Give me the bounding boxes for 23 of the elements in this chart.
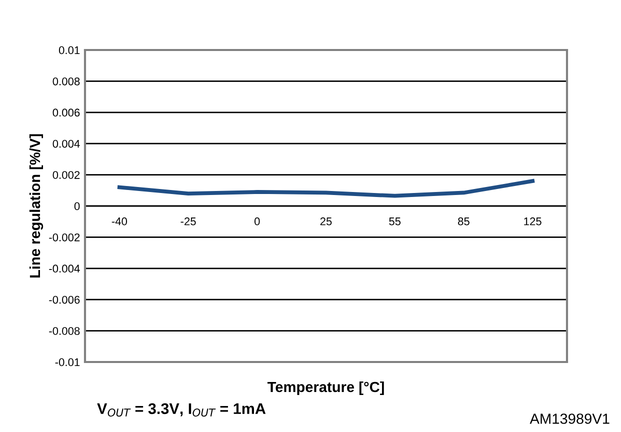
y-axis-title: Line regulation [%/V] bbox=[29, 134, 44, 278]
x-tick-label: 55 bbox=[389, 218, 401, 226]
y-tick-label: -0.01 bbox=[55, 358, 80, 366]
y-tick-label: 0 bbox=[74, 202, 80, 210]
text: V$_{OUT}$ = 3.3V, I$_{OUT}$ = 1mA bbox=[97, 403, 266, 417]
y-tick-label: 0.006 bbox=[52, 108, 80, 117]
x-tick-label: 125 bbox=[524, 217, 542, 226]
y-tick-label: -0.006 bbox=[49, 296, 80, 304]
y-tick-label: -0.004 bbox=[49, 264, 80, 273]
y-tick-label: -0.002 bbox=[49, 233, 80, 242]
x-tick-label: 0 bbox=[254, 217, 260, 226]
y-tick-label: 0.008 bbox=[52, 77, 80, 86]
y-tick-label: -0.008 bbox=[49, 327, 80, 335]
x-tick-label: -25 bbox=[180, 217, 196, 226]
x-tick-label: 25 bbox=[320, 217, 332, 226]
text: AM13989V1 bbox=[530, 414, 610, 424]
x-axis-title: Temperature [°C] bbox=[267, 381, 384, 396]
x-tick-label: 85 bbox=[458, 217, 470, 226]
y-tick-label: 0.002 bbox=[52, 171, 80, 179]
line-series bbox=[117, 179, 535, 198]
y-tick-label: 0.01 bbox=[58, 46, 80, 54]
x-tick-label: -40 bbox=[112, 217, 128, 226]
y-tick-label: 0.004 bbox=[52, 140, 80, 148]
